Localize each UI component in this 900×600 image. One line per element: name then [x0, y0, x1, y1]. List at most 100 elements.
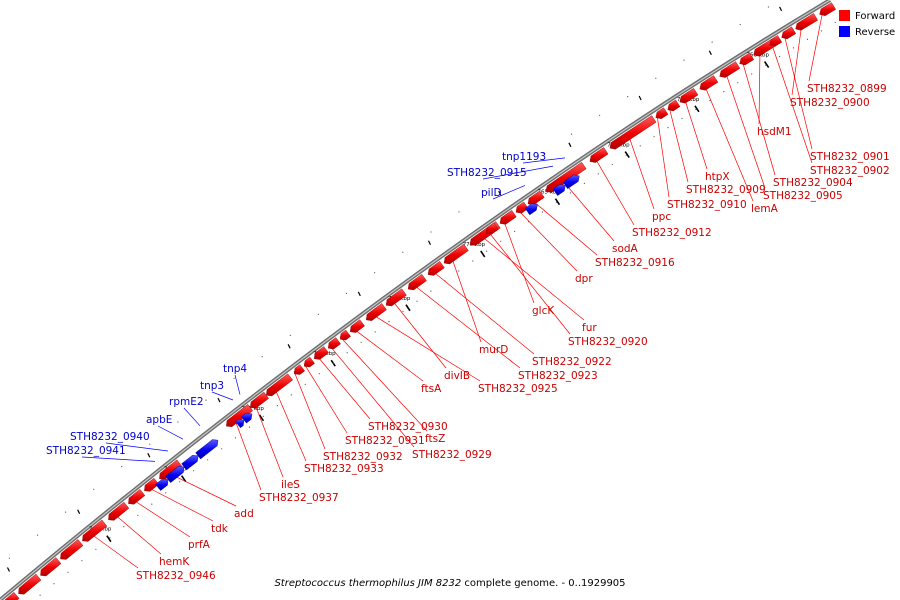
- forward-gene-label[interactable]: STH8232_0905: [763, 190, 843, 202]
- forward-gene-label[interactable]: STH8232_0910: [667, 199, 747, 211]
- minor-tick: [67, 571, 69, 573]
- minor-tick: [542, 152, 544, 154]
- forward-gene-lemA[interactable]: [699, 75, 719, 91]
- forward-gene-prfA[interactable]: [128, 489, 146, 505]
- forward-gene-label[interactable]: STH8232_0937: [259, 492, 339, 504]
- tick-mark: [554, 198, 561, 206]
- forward-gene-STH8232_0923[interactable]: [407, 273, 427, 291]
- forward-gene-g1[interactable]: [40, 557, 62, 577]
- forward-gene-label[interactable]: tdk: [211, 523, 229, 535]
- forward-gene-STH8232_0931[interactable]: [303, 356, 315, 368]
- forward-gene-label[interactable]: STH8232_0900: [790, 97, 870, 109]
- reverse-gene-pilD[interactable]: [524, 203, 538, 216]
- forward-gene-STH8232_0899[interactable]: [819, 2, 836, 17]
- forward-gene-label[interactable]: STH8232_0929: [412, 449, 492, 461]
- forward-gene-label[interactable]: hsdM1: [757, 126, 792, 138]
- minor-tick: [262, 415, 264, 417]
- forward-gene-hemK[interactable]: [108, 501, 130, 521]
- forward-gene-ftsA[interactable]: [349, 319, 365, 333]
- forward-gene-label[interactable]: ftsZ: [425, 433, 445, 445]
- reverse-gene-label[interactable]: pilD: [481, 187, 502, 199]
- forward-gene-STH8232_0925[interactable]: [365, 303, 387, 321]
- forward-gene-label[interactable]: prfA: [188, 539, 211, 551]
- forward-gene-label[interactable]: STH8232_0904: [773, 177, 853, 189]
- forward-gene-STH8232_0901[interactable]: [781, 26, 797, 40]
- forward-gene-label[interactable]: fur: [582, 322, 597, 334]
- forward-gene-label[interactable]: hemK: [159, 556, 190, 568]
- forward-gene-label[interactable]: murD: [479, 344, 508, 356]
- forward-gene-label[interactable]: ppc: [652, 211, 671, 223]
- forward-gene-label[interactable]: STH8232_0923: [518, 370, 598, 382]
- forward-gene-label[interactable]: STH8232_0920: [568, 336, 648, 348]
- forward-gene-label[interactable]: STH8232_0899: [807, 83, 887, 95]
- forward-gene-murD[interactable]: [443, 243, 469, 265]
- forward-gene-label[interactable]: STH8232_0902: [810, 165, 890, 177]
- forward-gene-STH8232_0946b[interactable]: [60, 539, 84, 560]
- forward-gene-label[interactable]: STH8232_0909: [686, 184, 766, 196]
- forward-gene-label[interactable]: STH8232_0933: [304, 463, 384, 475]
- forward-gene-STH8232_0933[interactable]: [266, 373, 293, 397]
- forward-gene-STH8232_0930[interactable]: [313, 346, 329, 360]
- forward-gene-label[interactable]: dpr: [575, 273, 593, 285]
- forward-gene-STH8232_0904[interactable]: [739, 52, 755, 66]
- forward-gene-ileS[interactable]: [250, 391, 269, 409]
- forward-gene-STH8232_0909[interactable]: [667, 99, 681, 112]
- leader-apbE: [157, 425, 184, 440]
- forward-gene-g3[interactable]: [4, 592, 20, 600]
- reverse-gene-label[interactable]: tnp4: [223, 363, 247, 375]
- inner-tick: [568, 142, 572, 148]
- forward-gene-htpX[interactable]: [679, 88, 699, 104]
- forward-gene-label[interactable]: STH8232_0930: [368, 421, 448, 433]
- forward-gene-label[interactable]: STH8232_0922: [532, 356, 612, 368]
- reverse-gene-label[interactable]: STH8232_0941: [46, 445, 126, 457]
- reverse-gene-rpmE2[interactable]: [195, 439, 219, 460]
- forward-gene-sodA[interactable]: [545, 161, 587, 193]
- forward-gene-label[interactable]: STH8232_0912: [632, 227, 712, 239]
- forward-gene-STH8232_0922[interactable]: [427, 261, 445, 276]
- forward-gene-label[interactable]: divIB: [444, 370, 470, 382]
- reverse-gene-label[interactable]: apbE: [146, 414, 172, 426]
- forward-gene-label[interactable]: ileS: [281, 479, 300, 491]
- forward-gene-STH8232_0902[interactable]: [769, 35, 783, 47]
- forward-gene-STH8232_0946[interactable]: [82, 519, 108, 542]
- forward-gene-glcK[interactable]: [499, 210, 517, 225]
- forward-gene-label[interactable]: glcK: [532, 305, 555, 317]
- forward-gene-label[interactable]: STH8232_0931: [345, 435, 425, 447]
- forward-gene-label[interactable]: STH8232_0901: [810, 151, 890, 163]
- leader-STH8232_0902: [770, 41, 813, 164]
- leader-rpmE2: [183, 407, 201, 427]
- forward-gene-label[interactable]: ftsA: [421, 383, 442, 395]
- forward-gene-STH8232_0900[interactable]: [795, 13, 818, 31]
- forward-gene-ppc[interactable]: [609, 115, 657, 150]
- reverse-gene-label[interactable]: STH8232_0940: [70, 431, 150, 443]
- forward-gene-label[interactable]: htpX: [705, 171, 730, 183]
- reverse-gene-label[interactable]: tnp3: [200, 380, 224, 392]
- reverse-gene-STH8232_0915[interactable]: [552, 184, 566, 196]
- reverse-gene-label[interactable]: STH8232_0915: [447, 167, 527, 179]
- forward-gene-label[interactable]: STH8232_0916: [595, 257, 675, 269]
- reverse-gene-tnp3[interactable]: [235, 419, 245, 429]
- forward-gene-label[interactable]: sodA: [612, 243, 639, 255]
- minor-tick: [123, 526, 125, 528]
- forward-gene-label[interactable]: lemA: [751, 203, 779, 215]
- forward-gene-STH8232_0910[interactable]: [655, 107, 669, 120]
- forward-gene-label[interactable]: add: [234, 508, 254, 520]
- minor-tick: [388, 321, 390, 323]
- forward-gene-STH8232_0932[interactable]: [293, 364, 305, 375]
- reverse-gene-label[interactable]: rpmE2: [169, 396, 204, 408]
- leader-STH8232_0933: [273, 386, 307, 462]
- forward-gene-label[interactable]: STH8232_0946: [136, 570, 216, 582]
- forward-gene-label[interactable]: STH8232_0932: [323, 451, 403, 463]
- forward-gene-STH8232_0905[interactable]: [719, 61, 741, 78]
- forward-gene-g2[interactable]: [18, 573, 42, 595]
- forward-gene-divIB[interactable]: [385, 288, 407, 307]
- forward-gene-STH8232_0912[interactable]: [589, 147, 609, 163]
- forward-gene-STH8232_0920[interactable]: [485, 222, 499, 235]
- reverse-gene-label[interactable]: tnp1193: [502, 151, 546, 163]
- forward-gene-STH8232_0937[interactable]: [226, 404, 253, 428]
- forward-gene-label[interactable]: STH8232_0925: [478, 383, 558, 395]
- tick-mark: [480, 250, 486, 258]
- reverse-gene-STH8232_0941[interactable]: [155, 478, 169, 491]
- forward-gene-STH8232_0929[interactable]: [327, 337, 341, 350]
- forward-gene-ftsZ[interactable]: [339, 329, 351, 341]
